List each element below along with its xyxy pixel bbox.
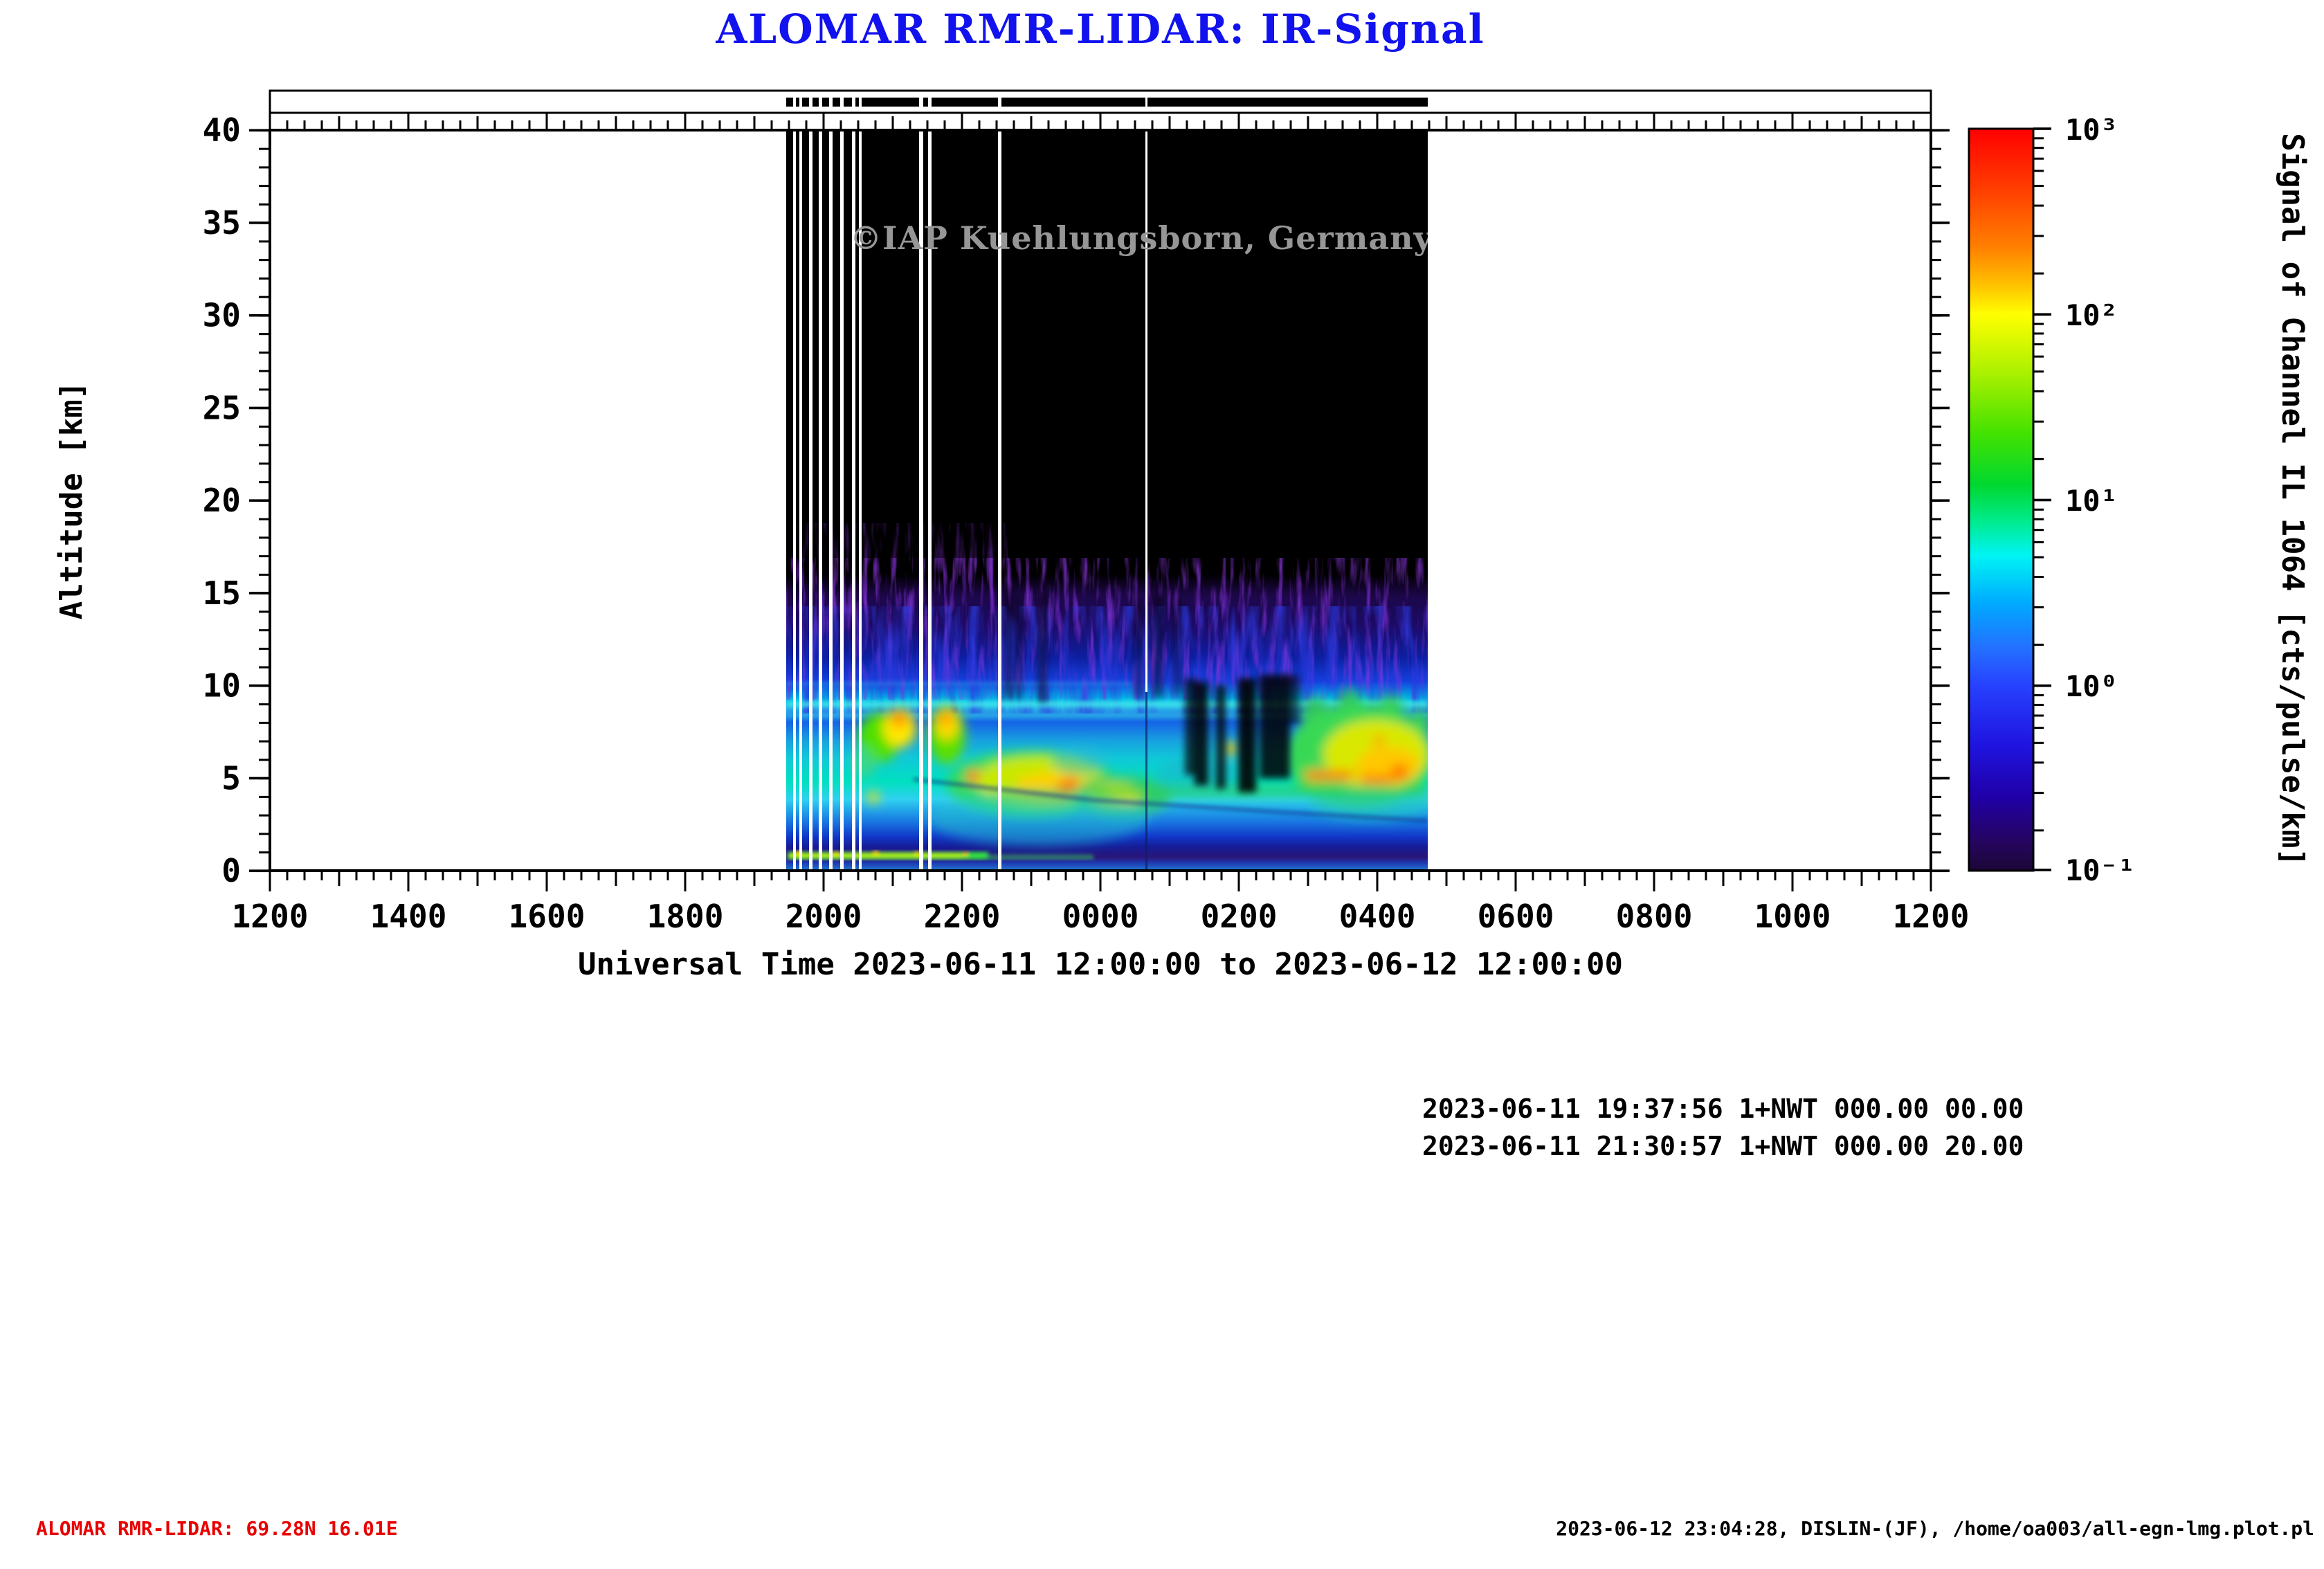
x-tick-label: 1400 <box>370 898 447 935</box>
x-tick-label: 0800 <box>1616 898 1693 935</box>
y-tick-label: 15 <box>203 574 241 612</box>
x-tick-label: 0000 <box>1062 898 1139 935</box>
x-tick-label: 0400 <box>1339 898 1416 935</box>
colorbar-tick-label: 10² <box>2065 298 2118 332</box>
colorbar-title: Signal of Channel IL 1064 [cts/pulse/km] <box>2275 133 2310 867</box>
colorbar-tick-label: 10⁻¹ <box>2065 853 2135 887</box>
station-coordinates-label: ALOMAR RMR-LIDAR: 69.28N 16.01E <box>36 1517 398 1540</box>
attenuation-columns <box>1005 588 1300 792</box>
y-axis: 40 35 30 25 20 15 10 5 0 <box>203 111 241 889</box>
x-axis: 1200 1400 1600 1800 2000 2200 0000 0200 … <box>232 898 1970 982</box>
colorbar-tick-label: 10³ <box>2065 113 2118 147</box>
ground-return-line <box>788 851 1093 860</box>
data-gap-lines <box>793 131 1147 869</box>
file-info-line: 2023-06-11 21:30:57 1+NWT 000.00 20.00 <box>1422 1131 2024 1161</box>
x-axis-title: Universal Time 2023-06-11 12:00:00 to 20… <box>578 947 1623 982</box>
y-tick-label: 0 <box>221 852 241 889</box>
plot-frame <box>249 113 1950 891</box>
y-tick-label: 35 <box>203 204 241 242</box>
watermark: ©IAP Kuehlungsborn, Germany <box>850 219 1433 257</box>
y-tick-label: 40 <box>203 111 241 149</box>
x-tick-label: 2000 <box>786 898 862 935</box>
page-title: ALOMAR RMR-LIDAR: IR-Signal <box>716 6 1485 53</box>
y-axis-title: Altitude [km] <box>54 381 89 619</box>
x-tick-label: 1600 <box>509 898 585 935</box>
y-tick-label: 30 <box>203 297 241 334</box>
y-tick-label: 5 <box>221 759 241 797</box>
x-tick-label: 1200 <box>232 898 309 935</box>
y-tick-label: 25 <box>203 389 241 426</box>
colorbar-tick-label: 10⁰ <box>2065 669 2118 703</box>
file-info-block: 2023-06-11 19:37:56 1+NWT 000.00 00.00 2… <box>1422 1090 2024 1165</box>
x-tick-label: 1000 <box>1754 898 1831 935</box>
x-tick-label: 2200 <box>924 898 1001 935</box>
signal-heatmap: ©IAP Kuehlungsborn, Germany <box>786 131 1433 869</box>
x-tick-label: 1800 <box>647 898 724 935</box>
file-info-line: 2023-06-11 19:37:56 1+NWT 000.00 00.00 <box>1422 1094 2024 1124</box>
colorbar: 10³ 10² 10¹ 10⁰ 10⁻¹ Signal of Channel I… <box>1968 113 2310 887</box>
y-tick-label: 20 <box>203 482 241 519</box>
generation-info-label: 2023-06-12 23:04:28, DISLIN-(JF), /home/… <box>1556 1517 2314 1540</box>
x-tick-label: 0600 <box>1478 898 1554 935</box>
colorbar-tick-label: 10¹ <box>2065 484 2118 518</box>
measurement-time-bar <box>269 89 1932 114</box>
x-tick-label: 1200 <box>1893 898 1970 935</box>
y-tick-label: 10 <box>203 667 241 705</box>
x-tick-label: 0200 <box>1201 898 1278 935</box>
